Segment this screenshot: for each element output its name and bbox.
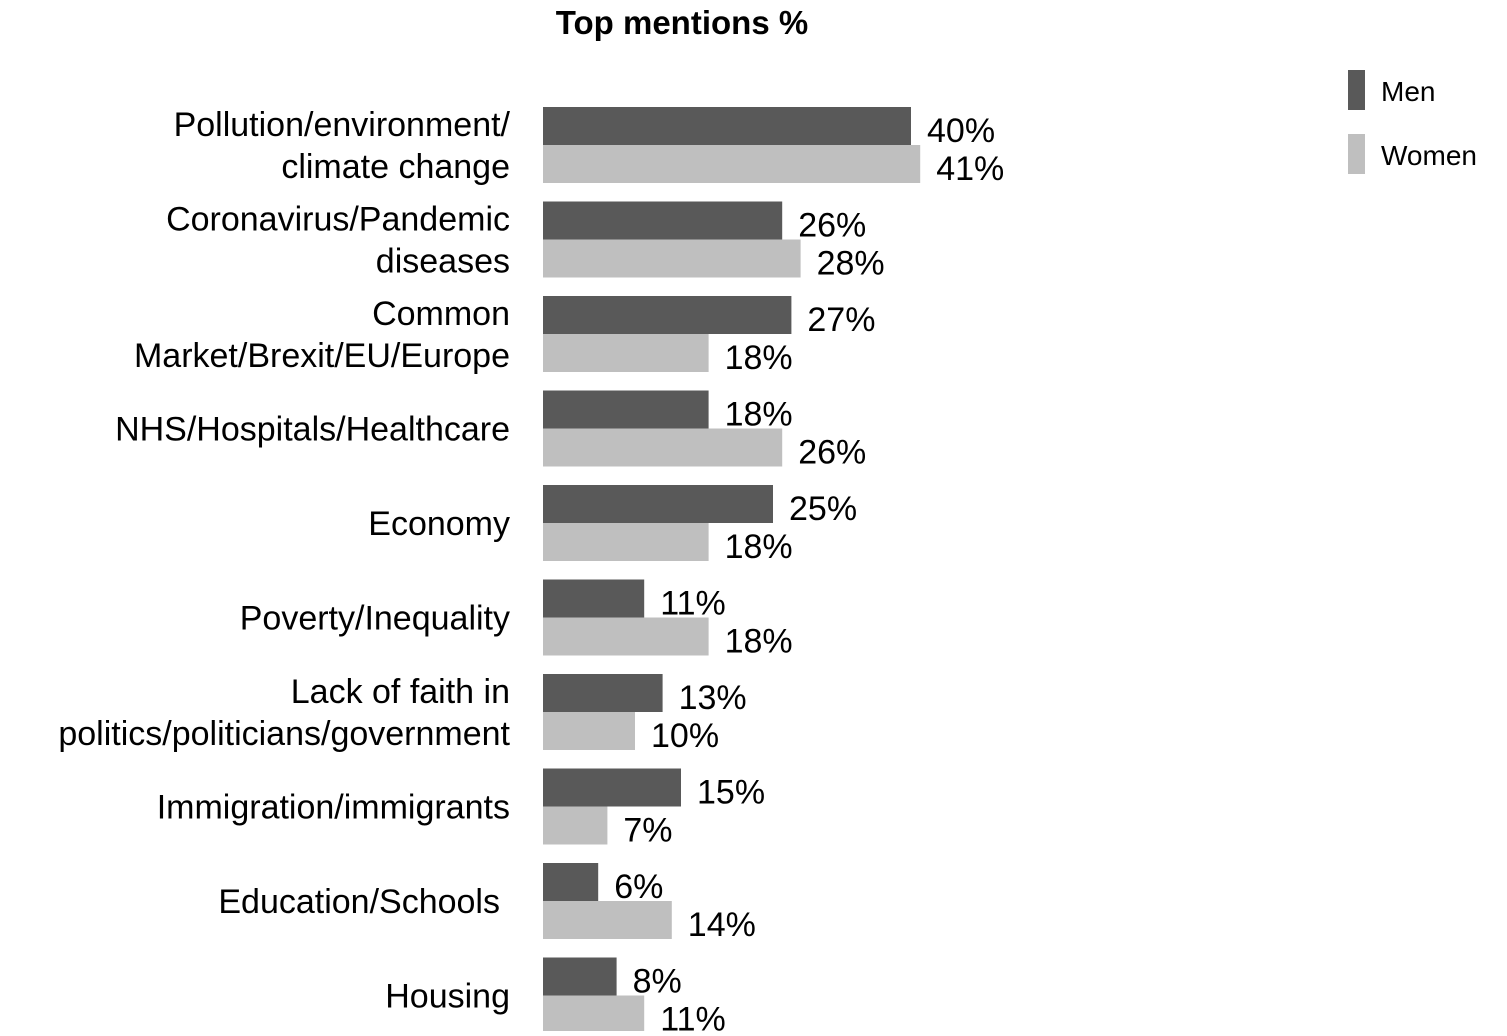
bar-men [543,390,709,429]
category-group: Coronavirus/Pandemic diseases 26%28% [166,201,885,283]
category-group: Pollution/environment/climate change 40%4… [174,106,1005,188]
bar-women [543,145,921,183]
category-label-line: Economy [368,505,510,543]
category-label: Poverty/Inequality [240,600,510,638]
category-label-line: NHS/Hospitals/Healthcare [115,411,510,449]
data-label-women: 11% [660,1001,726,1032]
data-label-men: 25% [789,490,857,528]
category-group: Housing 8%11% [385,957,726,1036]
data-label-men: 18% [725,396,793,434]
bar-men [543,107,911,145]
legend-label: Men [1381,76,1435,107]
data-label-women: 18% [725,528,793,566]
legend-swatch [1348,70,1365,110]
category-label-line: Housing [385,978,510,1016]
category-label-line: diseases [376,243,510,281]
category-label-line: Pollution/environment/ [174,106,511,144]
category-label: Immigration/immigrants [157,789,510,827]
data-label-men: 40% [927,112,995,150]
category-label: Economy [368,505,510,543]
data-label-women: 7% [623,812,672,850]
category-group: NHS/Hospitals/Healthcare 18%26% [115,390,866,472]
data-label-women: 26% [798,434,866,472]
bar-women [543,239,801,278]
plot-area: Pollution/environment/climate change 40%4… [58,106,1005,1036]
bar-women [543,428,783,467]
bar-men [543,485,773,523]
category-label: Common Market/Brexit/EU/Europe [134,295,510,375]
bar-women [543,523,709,561]
legend-item-men: Men [1348,70,1435,110]
data-label-women: 18% [725,623,793,661]
data-label-men: 11% [660,585,726,623]
category-group: Common Market/Brexit/EU/Europe 27% 18% [134,295,875,377]
category-group: Economy 25%18% [368,485,857,566]
category-label: Education/Schools [218,883,500,921]
data-label-men: 27% [807,301,875,339]
data-label-women: 28% [817,245,885,283]
category-label-line: Market/Brexit/EU/Europe [134,337,510,375]
bar-men [543,957,617,996]
category-group: Immigration/immigrants 15% 7% [157,768,765,850]
data-label-women: 14% [688,906,756,944]
category-label: Housing [385,978,510,1016]
category-label-line: Poverty/Inequality [240,600,510,638]
data-label-women: 10% [651,717,719,755]
category-label: Coronavirus/Pandemic diseases [166,201,510,281]
bar-men [543,768,681,807]
bar-women [543,712,635,750]
category-label-line: Immigration/immigrants [157,789,510,827]
category-label-line: Lack of faith in [291,673,510,711]
chart-title: Top mentions % [556,4,808,41]
legend-swatch [1348,134,1365,174]
legend-item-women: Women [1348,134,1477,174]
category-group: Poverty/Inequality 11%18% [240,579,793,661]
bar-women [543,334,709,372]
data-label-women: 18% [725,339,793,377]
bar-men [543,674,663,712]
data-label-men: 15% [697,774,765,812]
bar-women [543,806,608,845]
category-group: Lack of faith in politics/politicians/gov… [58,673,746,755]
category-label-line: Common [372,295,510,333]
legend: Men Women [1348,70,1477,174]
data-label-men: 26% [798,207,866,245]
legend-label: Women [1381,140,1477,171]
category-label-line: Education/Schools [218,883,500,921]
category-group: Education/Schools 6% 14% [218,863,756,944]
category-label: Pollution/environment/climate change [174,106,511,186]
data-label-men: 13% [679,679,747,717]
bar-women [543,995,645,1034]
category-label: Lack of faith in politics/politicians/gov… [58,673,510,753]
data-label-women: 41% [936,150,1004,188]
data-label-men: 6% [614,868,663,906]
bar-men [543,579,645,618]
category-label-line: climate change [281,148,510,186]
data-label-men: 8% [633,963,682,1001]
category-label: NHS/Hospitals/Healthcare [115,411,510,449]
bar-men [543,296,792,334]
bar-women [543,901,672,939]
bar-men [543,201,783,240]
bar-men [543,863,599,901]
category-label-line: Coronavirus/Pandemic [166,201,510,239]
bar-women [543,617,709,656]
category-label-line: politics/politicians/government [58,715,510,753]
